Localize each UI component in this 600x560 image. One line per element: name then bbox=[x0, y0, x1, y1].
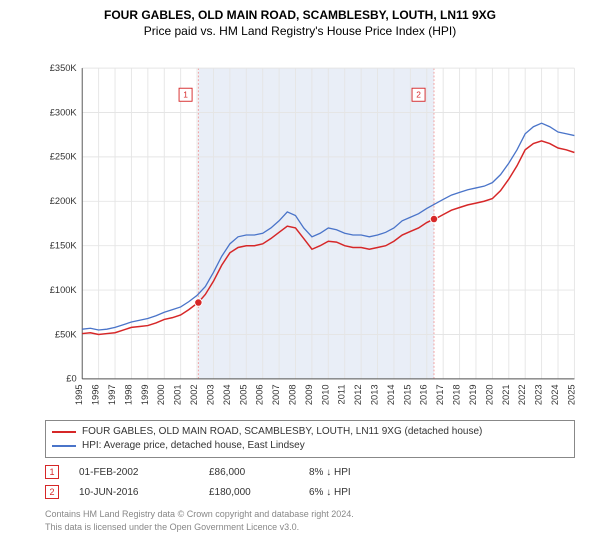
svg-text:2016: 2016 bbox=[419, 384, 429, 405]
chart-svg: £0 £50K £100K £150K £200K £250K £300K £350K 1995… bbox=[45, 50, 580, 410]
title-line1: FOUR GABLES, OLD MAIN ROAD, SCAMBLESBY, … bbox=[0, 8, 600, 22]
footer-text: Contains HM Land Registry data © Crown c… bbox=[45, 508, 354, 534]
svg-text:£350K: £350K bbox=[50, 63, 78, 73]
marker-row-1: 1 01-FEB-2002 £86,000 8% ↓ HPI bbox=[45, 462, 575, 482]
svg-text:2008: 2008 bbox=[288, 384, 298, 405]
svg-text:2007: 2007 bbox=[271, 384, 281, 405]
marker-1-pct: 8% ↓ HPI bbox=[309, 467, 399, 478]
legend-swatch-1 bbox=[52, 431, 76, 433]
svg-text:£250K: £250K bbox=[50, 152, 78, 162]
marker-1-price: £86,000 bbox=[209, 467, 289, 478]
svg-text:2009: 2009 bbox=[304, 384, 314, 405]
svg-text:2011: 2011 bbox=[337, 384, 347, 404]
svg-text:2023: 2023 bbox=[534, 384, 544, 405]
svg-text:£0: £0 bbox=[66, 374, 76, 384]
legend-label-1: FOUR GABLES, OLD MAIN ROAD, SCAMBLESBY, … bbox=[82, 425, 482, 439]
svg-text:1995: 1995 bbox=[74, 384, 84, 405]
svg-text:£150K: £150K bbox=[50, 240, 78, 250]
svg-text:2024: 2024 bbox=[550, 384, 560, 405]
legend-row-1: FOUR GABLES, OLD MAIN ROAD, SCAMBLESBY, … bbox=[52, 425, 568, 439]
marker-table: 1 01-FEB-2002 £86,000 8% ↓ HPI 2 10-JUN-… bbox=[45, 462, 575, 502]
svg-text:2022: 2022 bbox=[517, 384, 527, 405]
svg-text:2: 2 bbox=[416, 90, 421, 100]
marker-badge-1-text: 1 bbox=[49, 467, 54, 477]
svg-text:£300K: £300K bbox=[50, 107, 78, 117]
svg-text:2019: 2019 bbox=[468, 384, 478, 405]
svg-text:2025: 2025 bbox=[566, 384, 576, 405]
chart-area: £0 £50K £100K £150K £200K £250K £300K £350K 1995… bbox=[45, 50, 580, 410]
chart-container: FOUR GABLES, OLD MAIN ROAD, SCAMBLESBY, … bbox=[0, 0, 600, 560]
svg-text:2021: 2021 bbox=[501, 384, 511, 405]
svg-text:2002: 2002 bbox=[189, 384, 199, 405]
marker-1-date: 01-FEB-2002 bbox=[79, 467, 189, 478]
footer-line2: This data is licensed under the Open Gov… bbox=[45, 521, 354, 534]
svg-text:1: 1 bbox=[183, 90, 188, 100]
legend-swatch-2 bbox=[52, 445, 76, 447]
svg-text:2020: 2020 bbox=[484, 384, 494, 405]
legend-row-2: HPI: Average price, detached house, East… bbox=[52, 439, 568, 453]
legend-label-2: HPI: Average price, detached house, East… bbox=[82, 439, 305, 453]
svg-text:1996: 1996 bbox=[91, 384, 101, 405]
svg-text:2012: 2012 bbox=[353, 384, 363, 405]
svg-text:1997: 1997 bbox=[107, 384, 117, 405]
svg-text:2001: 2001 bbox=[173, 384, 183, 405]
marker-2-price: £180,000 bbox=[209, 487, 289, 498]
svg-text:£200K: £200K bbox=[50, 196, 78, 206]
svg-text:2003: 2003 bbox=[205, 384, 215, 405]
marker-2-date: 10-JUN-2016 bbox=[79, 487, 189, 498]
title-line2: Price paid vs. HM Land Registry's House … bbox=[0, 24, 600, 38]
marker-row-2: 2 10-JUN-2016 £180,000 6% ↓ HPI bbox=[45, 482, 575, 502]
svg-text:2018: 2018 bbox=[452, 384, 462, 405]
svg-text:2017: 2017 bbox=[435, 384, 445, 405]
svg-text:£100K: £100K bbox=[50, 285, 78, 295]
svg-text:2013: 2013 bbox=[370, 384, 380, 405]
marker-badge-2: 2 bbox=[45, 485, 59, 499]
svg-text:1999: 1999 bbox=[140, 384, 150, 405]
svg-text:1998: 1998 bbox=[123, 384, 133, 405]
footer-line1: Contains HM Land Registry data © Crown c… bbox=[45, 508, 354, 521]
svg-text:2000: 2000 bbox=[156, 384, 166, 405]
svg-text:2015: 2015 bbox=[402, 384, 412, 405]
legend-box: FOUR GABLES, OLD MAIN ROAD, SCAMBLESBY, … bbox=[45, 420, 575, 458]
svg-text:2010: 2010 bbox=[320, 384, 330, 405]
svg-text:2006: 2006 bbox=[255, 384, 265, 405]
marker-badge-1: 1 bbox=[45, 465, 59, 479]
title-block: FOUR GABLES, OLD MAIN ROAD, SCAMBLESBY, … bbox=[0, 0, 600, 38]
svg-text:2004: 2004 bbox=[222, 384, 232, 405]
svg-text:2014: 2014 bbox=[386, 384, 396, 405]
svg-text:£50K: £50K bbox=[55, 329, 78, 339]
marker-badge-2-text: 2 bbox=[49, 487, 54, 497]
svg-text:2005: 2005 bbox=[238, 384, 248, 405]
marker-2-pct: 6% ↓ HPI bbox=[309, 487, 399, 498]
